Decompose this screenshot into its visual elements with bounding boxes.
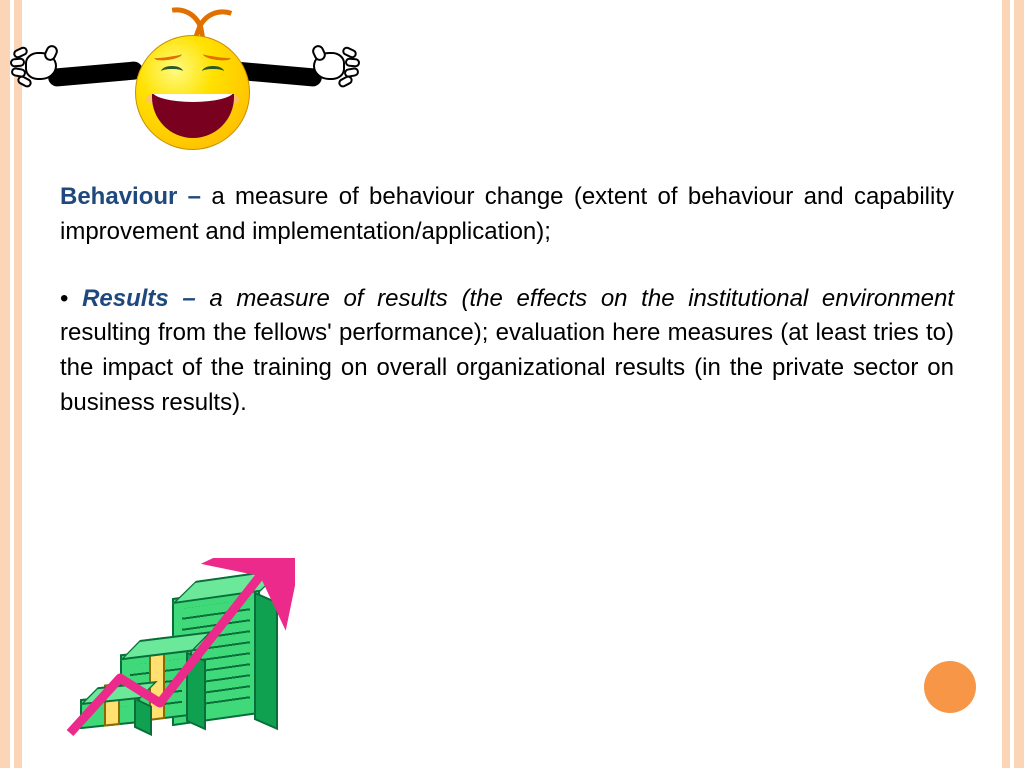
paragraph-results: • Results – a measure of results (the ef… <box>60 282 954 421</box>
term-results: Results – <box>82 285 209 312</box>
bullet: • <box>60 285 82 312</box>
paragraph-behaviour: Behaviour – a measure of behaviour chang… <box>60 180 954 250</box>
slide-border-right <box>996 0 1024 768</box>
text-results-italic: a measure of results (the effects on the… <box>209 285 954 312</box>
accent-circle-icon <box>924 661 976 713</box>
slide-content: Behaviour – a measure of behaviour chang… <box>60 180 954 453</box>
term-behaviour: Behaviour – <box>60 183 211 210</box>
money-growth-clipart <box>65 558 295 738</box>
slide-border-left <box>0 0 28 768</box>
smiley-clipart <box>30 5 340 175</box>
text-results-rest: resulting from the fellows' performance)… <box>60 319 954 416</box>
